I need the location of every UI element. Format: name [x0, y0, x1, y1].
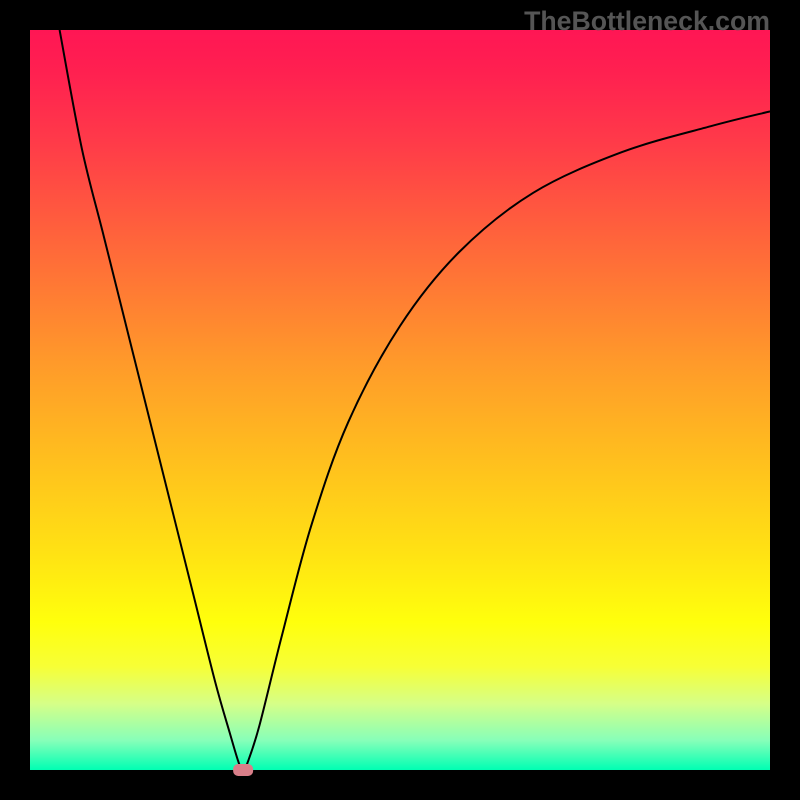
min-marker	[233, 764, 253, 776]
watermark-url: TheBottleneck.com	[524, 6, 770, 37]
chart-root: TheBottleneck.com	[0, 0, 800, 800]
chart-svg	[0, 0, 800, 800]
